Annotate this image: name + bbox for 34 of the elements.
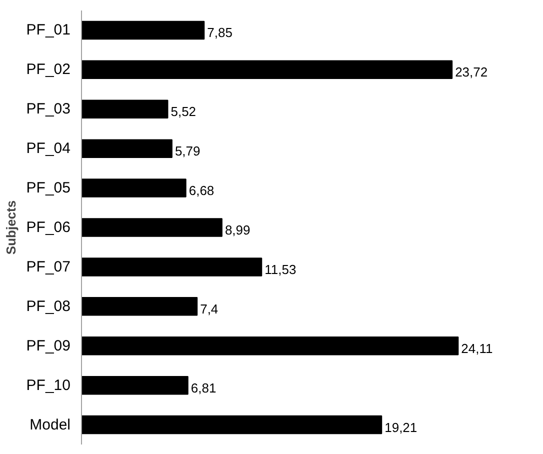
bar <box>82 336 459 356</box>
y-tick-label: PF_10 <box>26 376 71 394</box>
bar <box>82 218 222 237</box>
bar <box>82 20 205 40</box>
bar <box>82 60 453 80</box>
data-label: 7,85 <box>207 25 232 40</box>
data-label: 6,81 <box>190 380 216 396</box>
data-label: 8,99 <box>224 222 250 238</box>
bar <box>82 297 198 316</box>
data-label: 7,4 <box>200 301 218 316</box>
y-tick-label: PF_05 <box>26 180 71 197</box>
data-label: 5,52 <box>170 104 196 120</box>
y-tick-label: PF_06 <box>26 219 71 236</box>
bar <box>82 139 172 158</box>
y-tick-label: PF_01 <box>26 22 71 39</box>
data-label: 24,11 <box>461 340 493 356</box>
data-label: 11,53 <box>264 262 296 277</box>
y-tick-label: PF_02 <box>26 61 71 78</box>
y-tick-label: PF_04 <box>26 140 71 158</box>
y-tick-label: PF_08 <box>26 298 71 315</box>
bar <box>82 376 188 395</box>
y-tick-label: PF_03 <box>26 100 71 118</box>
data-label: 23,72 <box>455 64 488 80</box>
bar <box>82 258 262 276</box>
data-label: 6,68 <box>188 183 214 198</box>
y-tick-label: Model <box>30 416 71 434</box>
data-label: 5,79 <box>174 144 200 159</box>
y-tick-label: PF_07 <box>26 258 71 276</box>
data-label: 19,21 <box>384 420 418 435</box>
bar <box>82 100 168 119</box>
bar <box>82 415 382 434</box>
y-axis-title: Subjects <box>3 200 18 255</box>
bar <box>82 178 186 198</box>
y-tick-label: PF_09 <box>26 337 71 354</box>
